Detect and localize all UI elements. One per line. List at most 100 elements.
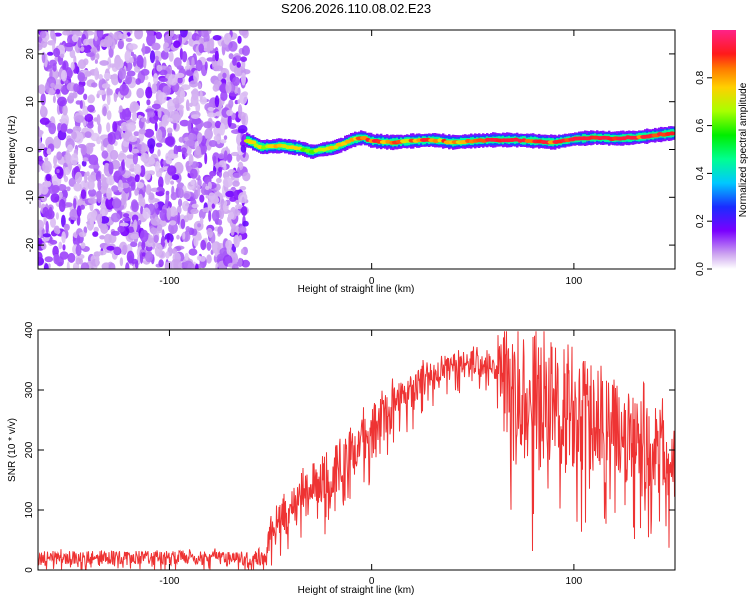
noise-blob <box>187 120 192 133</box>
noise-blob <box>79 258 83 265</box>
spectrogram-x-label: Height of straight line (km) <box>298 284 415 295</box>
colorbar-tick-label: 0.4 <box>695 166 706 180</box>
noise-blob <box>179 90 186 99</box>
noise-blob <box>169 206 178 217</box>
noise-blob <box>40 104 46 115</box>
noise-blob <box>151 42 161 51</box>
noise-blob <box>51 184 60 194</box>
noise-blob <box>63 223 70 231</box>
noise-blob <box>84 113 94 123</box>
noise-blob <box>89 216 94 226</box>
noise-blob <box>117 179 124 193</box>
noise-blob <box>98 250 107 256</box>
noise-blob <box>227 114 232 128</box>
noise-blob <box>173 57 182 68</box>
noise-blob <box>241 115 246 126</box>
noise-blob <box>156 223 163 232</box>
noise-blob <box>213 135 220 141</box>
noise-blob <box>134 65 141 73</box>
noise-blob <box>86 52 95 57</box>
noise-blob <box>46 148 52 155</box>
noise-blob <box>53 225 60 234</box>
spectrogram-ridge <box>243 126 675 159</box>
noise-blob <box>156 186 164 191</box>
noise-blob <box>176 234 180 240</box>
noise-blob <box>80 262 90 269</box>
noise-blob <box>130 148 140 154</box>
noise-blob <box>185 70 193 76</box>
noise-blob <box>88 188 97 197</box>
snr-y-ticks: 0 100 200 300 400 <box>24 321 675 573</box>
noise-blob <box>191 56 195 70</box>
noise-blob <box>150 216 161 226</box>
noise-blob <box>134 261 139 269</box>
noise-blob <box>38 227 42 238</box>
noise-blob <box>179 119 190 127</box>
noise-blob <box>109 149 119 161</box>
noise-blob <box>217 153 225 160</box>
noise-blob <box>207 112 217 118</box>
noise-blob <box>53 47 61 58</box>
noise-blob <box>148 192 155 201</box>
noise-blob <box>104 233 112 245</box>
noise-blob <box>108 262 116 269</box>
noise-blob <box>121 108 132 121</box>
noise-blob <box>206 254 212 264</box>
noise-blob <box>161 114 170 127</box>
noise-blob <box>38 237 43 245</box>
noise-blob <box>71 34 79 43</box>
noise-blob <box>235 204 243 210</box>
noise-blob <box>180 30 188 38</box>
noise-blob <box>38 185 43 196</box>
noise-blob <box>133 163 142 176</box>
noise-blob <box>125 74 132 85</box>
noise-blob <box>133 131 140 137</box>
colorbar-ticks: 0.0 0.2 0.4 0.6 0.8 <box>695 70 712 276</box>
noise-blob <box>105 196 115 210</box>
noise-blob <box>106 87 111 96</box>
noise-blob <box>44 256 54 263</box>
noise-blob <box>50 193 60 203</box>
noise-blob <box>62 30 70 36</box>
noise-blob <box>43 215 47 226</box>
noise-blob <box>164 261 170 269</box>
noise-blob <box>176 182 185 190</box>
ridge-peak <box>437 138 443 143</box>
noise-blob <box>151 83 158 94</box>
noise-blob <box>217 73 223 82</box>
y-tick-label: 100 <box>24 501 35 518</box>
noise-blob <box>203 121 213 129</box>
noise-blob <box>181 51 188 63</box>
noise-blob <box>96 114 101 126</box>
noise-blob <box>211 209 220 222</box>
noise-blob <box>165 190 170 196</box>
noise-blob <box>58 241 63 250</box>
noise-blob <box>117 40 124 50</box>
noise-blob <box>38 129 44 136</box>
noise-blob <box>225 190 235 198</box>
noise-blob <box>189 168 198 179</box>
colorbar-gradient <box>712 30 736 269</box>
noise-blob <box>225 239 233 250</box>
noise-blob <box>57 122 62 133</box>
noise-blob <box>38 164 41 173</box>
noise-blob <box>74 171 83 184</box>
noise-blob <box>223 150 228 161</box>
noise-blob <box>163 42 169 48</box>
noise-blob <box>196 255 202 261</box>
noise-blob <box>45 174 52 182</box>
noise-blob <box>38 136 41 148</box>
noise-blob <box>141 142 146 154</box>
noise-blob <box>220 90 228 102</box>
noise-blob <box>158 167 165 173</box>
noise-blob <box>219 122 226 136</box>
noise-blob <box>41 242 47 250</box>
noise-blob <box>187 262 195 269</box>
noise-blob <box>173 259 183 269</box>
noise-blob <box>178 188 184 199</box>
noise-blob <box>157 108 162 119</box>
noise-blob <box>236 61 241 68</box>
noise-blob <box>111 198 122 209</box>
noise-blob <box>128 142 133 153</box>
